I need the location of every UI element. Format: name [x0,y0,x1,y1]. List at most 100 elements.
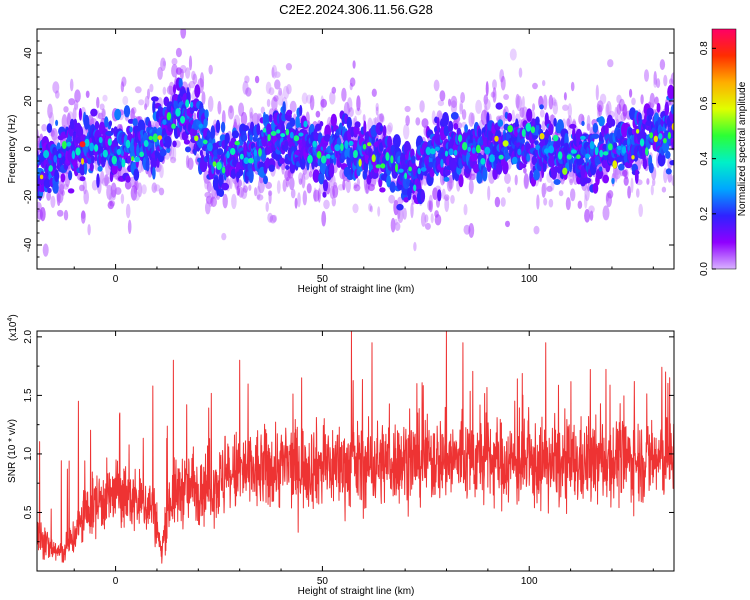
heatmap-cell [331,154,335,160]
heatmap-cell [63,209,69,221]
heatmap-cell [460,92,465,104]
heatmap-cell [425,146,431,156]
heatmap-cell [289,131,294,139]
heatmap-cell [46,123,53,133]
heatmap-cell [121,158,126,168]
heatmap-cell [172,145,177,162]
heatmap-cell [475,99,482,114]
heatmap-cell [134,86,142,94]
heatmap-cell [279,157,285,164]
heatmap-cell [122,95,129,106]
heatmap-cell [352,60,356,69]
heatmap-cell [43,178,51,189]
heatmap-cell [171,63,178,78]
heatmap-cell [238,169,244,177]
heatmap-cell [68,98,76,106]
heatmap-cell [301,172,306,189]
heatmap-cell [548,94,554,110]
heatmap-cell [208,64,213,75]
colorbar-axis: 0.0 0.2 0.4 0.6 0.8 [699,41,716,276]
heatmap-cell [74,89,81,103]
heatmap-cell [450,95,458,108]
heatmap-cell [325,154,331,159]
heatmap-cell [294,197,298,209]
heatmap-cell [331,86,337,94]
heatmap-cell [87,157,93,165]
heatmap-cell [497,119,504,127]
heatmap-cell [79,176,86,182]
heatmap-cell [313,189,320,202]
heatmap-cell [285,165,290,170]
heatmap-cell [68,170,73,181]
heatmap-cell [313,187,317,203]
heatmap-cell [312,169,320,183]
heatmap-cell [267,212,273,223]
heatmap-cell [539,109,545,118]
heatmap-cell [477,128,482,138]
heatmap-cell [629,88,633,98]
heatmap-cell [85,90,90,99]
heatmap-cell [58,153,62,158]
heatmap-cell [550,181,555,191]
heatmap-cell [453,123,459,130]
heatmap-cell [444,194,450,202]
heatmap-cell [322,191,327,198]
heatmap-cell [298,132,304,137]
heatmap-cell [611,177,615,185]
heatmap-cell [494,196,501,208]
heatmap-cell [375,106,379,116]
heatmap-cell [299,104,303,117]
heatmap-cell [386,174,391,188]
heatmap-cell [271,67,275,78]
heatmap-cell [468,112,475,127]
heatmap-cell [143,140,149,147]
heatmap-cell [207,95,214,112]
heatmap-cell [349,77,356,87]
heatmap-cell [268,190,273,197]
colorbar [711,28,737,270]
heatmap-cell [199,72,205,88]
heatmap-cell [229,105,233,114]
heatmap-cell [670,72,674,86]
heatmap-cell [502,160,509,175]
heatmap-cell [131,106,137,115]
heatmap-cell [459,103,464,115]
heatmap-cell [415,117,421,126]
heatmap-cell [663,74,668,87]
heatmap-peak [79,141,86,148]
heatmap-cell [565,197,571,211]
heatmap-cell [548,145,555,154]
heatmap-cell [607,59,614,68]
heatmap-cell [424,222,431,230]
heatmap-cell [331,196,336,207]
heatmap-cell [516,95,523,112]
heatmap-cell [125,139,131,149]
heatmap-cell [99,103,105,111]
heatmap-cell [63,106,69,113]
heatmap-cell [175,108,181,117]
heatmap-cell [274,79,281,90]
heatmap-cell [519,163,527,169]
heatmap-cell [448,98,452,107]
heatmap-cell [671,122,674,131]
heatmap-cell [424,214,429,223]
heatmap-cell [345,178,351,194]
heatmap-cell [175,47,182,58]
heatmap-cell [303,120,308,128]
heatmap-cell [102,94,108,102]
heatmap-cell [495,102,503,110]
heatmap-cell [646,178,650,185]
heatmap-cell [439,90,446,102]
heatmap-cell [37,134,40,148]
heatmap-cell [618,163,625,171]
heatmap-cell [243,157,250,165]
heatmap-cell [84,161,88,175]
heatmap-cell [217,100,222,115]
heatmap-cell [353,150,358,158]
heatmap-cell [533,169,540,181]
heatmap-cell [670,104,674,116]
heatmap-cell [583,177,592,184]
heatmap-cell [492,79,497,90]
heatmap-cell [254,187,258,197]
heatmap-cell [209,153,213,166]
